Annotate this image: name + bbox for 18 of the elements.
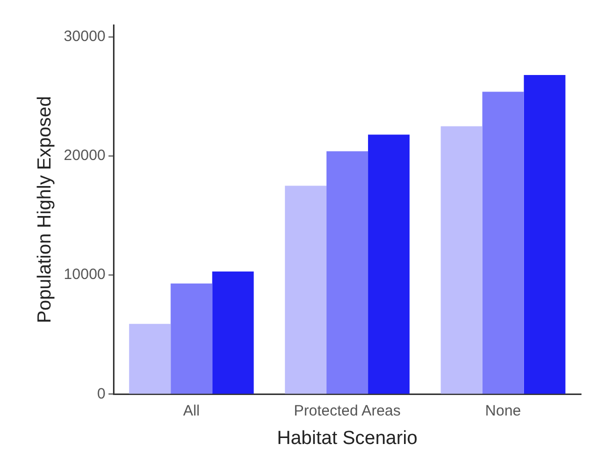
bar: [170, 283, 212, 394]
bar: [212, 272, 254, 394]
bar: [440, 126, 482, 394]
y-tick-label: 20000: [64, 147, 106, 164]
y-tick-label: 0: [97, 385, 106, 402]
x-axis-title: Habitat Scenario: [277, 428, 418, 449]
x-tick-label: Protected Areas: [294, 402, 401, 420]
y-tick-label: 10000: [64, 266, 106, 284]
bar: [326, 151, 368, 394]
bar: [284, 186, 326, 394]
bar: [482, 92, 524, 394]
x-tick-label: None: [485, 402, 522, 420]
y-axis-title: Population Highly Exposed: [34, 96, 56, 324]
bar: [524, 75, 566, 394]
x-tick-label: All: [183, 402, 200, 420]
bar: [368, 134, 410, 394]
bar: [129, 324, 171, 394]
y-tick-label: 30000: [64, 28, 106, 46]
